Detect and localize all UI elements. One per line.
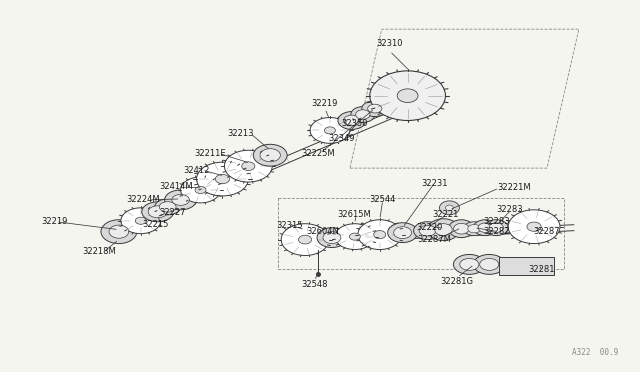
Ellipse shape bbox=[388, 223, 417, 243]
Text: 32281G: 32281G bbox=[440, 277, 473, 286]
Ellipse shape bbox=[435, 224, 452, 236]
Text: 32224M: 32224M bbox=[126, 195, 159, 204]
Ellipse shape bbox=[195, 186, 206, 193]
Ellipse shape bbox=[367, 104, 382, 113]
Ellipse shape bbox=[413, 222, 442, 240]
Ellipse shape bbox=[298, 235, 312, 244]
Ellipse shape bbox=[215, 174, 230, 184]
Ellipse shape bbox=[445, 205, 453, 211]
Ellipse shape bbox=[180, 177, 220, 203]
Text: 32282: 32282 bbox=[483, 227, 509, 236]
Text: 32218M: 32218M bbox=[82, 247, 116, 256]
Text: 32350: 32350 bbox=[342, 119, 368, 128]
Ellipse shape bbox=[351, 107, 375, 122]
Ellipse shape bbox=[225, 150, 272, 182]
Ellipse shape bbox=[474, 254, 505, 274]
Ellipse shape bbox=[349, 233, 360, 240]
Ellipse shape bbox=[159, 202, 176, 212]
Ellipse shape bbox=[335, 224, 375, 250]
Ellipse shape bbox=[344, 115, 360, 126]
Ellipse shape bbox=[474, 220, 497, 235]
Ellipse shape bbox=[460, 259, 479, 270]
Ellipse shape bbox=[463, 222, 485, 235]
Text: 32215: 32215 bbox=[143, 220, 169, 229]
Text: A322  00.9: A322 00.9 bbox=[572, 348, 619, 357]
Text: 32227: 32227 bbox=[159, 208, 186, 217]
Ellipse shape bbox=[508, 210, 560, 244]
Text: 32221M: 32221M bbox=[497, 183, 531, 192]
Text: 32412: 32412 bbox=[183, 166, 210, 174]
Ellipse shape bbox=[155, 199, 180, 215]
Ellipse shape bbox=[101, 220, 137, 244]
Text: 32615M: 32615M bbox=[337, 210, 371, 219]
Text: 32604N: 32604N bbox=[307, 227, 339, 236]
Text: 32219: 32219 bbox=[312, 99, 338, 108]
Ellipse shape bbox=[428, 219, 460, 241]
Bar bbox=[499, 257, 554, 275]
Ellipse shape bbox=[358, 220, 402, 250]
Ellipse shape bbox=[480, 259, 499, 270]
Text: 32213: 32213 bbox=[227, 129, 253, 138]
Ellipse shape bbox=[527, 222, 541, 231]
Text: 32287: 32287 bbox=[534, 227, 561, 236]
Ellipse shape bbox=[109, 225, 129, 238]
Text: 32281: 32281 bbox=[529, 265, 556, 274]
Text: 32283: 32283 bbox=[496, 205, 522, 214]
Ellipse shape bbox=[374, 231, 386, 239]
Ellipse shape bbox=[453, 254, 485, 274]
Ellipse shape bbox=[454, 223, 469, 234]
Ellipse shape bbox=[253, 144, 287, 166]
Ellipse shape bbox=[148, 206, 167, 218]
Ellipse shape bbox=[484, 220, 508, 235]
Text: 32414M: 32414M bbox=[159, 183, 193, 192]
Text: 32544: 32544 bbox=[369, 195, 396, 204]
Ellipse shape bbox=[362, 101, 388, 116]
Ellipse shape bbox=[397, 89, 418, 103]
Text: 32211E: 32211E bbox=[195, 149, 227, 158]
Ellipse shape bbox=[310, 118, 350, 143]
Ellipse shape bbox=[135, 217, 147, 224]
Ellipse shape bbox=[468, 225, 481, 233]
Text: 32220: 32220 bbox=[417, 223, 443, 232]
Ellipse shape bbox=[323, 232, 341, 244]
Text: 32225M: 32225M bbox=[301, 149, 335, 158]
Ellipse shape bbox=[164, 190, 196, 210]
Ellipse shape bbox=[478, 223, 492, 232]
Text: 32219: 32219 bbox=[41, 217, 68, 226]
Ellipse shape bbox=[489, 223, 504, 232]
Ellipse shape bbox=[260, 149, 280, 162]
Text: 32287M: 32287M bbox=[417, 235, 451, 244]
Ellipse shape bbox=[324, 127, 335, 134]
Text: 32315: 32315 bbox=[276, 221, 302, 230]
Ellipse shape bbox=[440, 201, 460, 215]
Ellipse shape bbox=[121, 208, 161, 234]
Ellipse shape bbox=[370, 71, 445, 121]
Ellipse shape bbox=[449, 220, 474, 238]
Ellipse shape bbox=[356, 110, 370, 119]
Ellipse shape bbox=[281, 224, 329, 256]
Text: 32283: 32283 bbox=[483, 217, 509, 226]
Ellipse shape bbox=[317, 228, 347, 247]
Text: 32349: 32349 bbox=[329, 134, 355, 143]
Ellipse shape bbox=[419, 225, 436, 236]
Ellipse shape bbox=[394, 227, 412, 238]
Ellipse shape bbox=[196, 162, 248, 196]
Ellipse shape bbox=[172, 195, 189, 205]
Ellipse shape bbox=[338, 112, 366, 129]
Text: 32221: 32221 bbox=[432, 210, 459, 219]
Text: 32548: 32548 bbox=[302, 280, 328, 289]
Text: 32231: 32231 bbox=[421, 179, 448, 187]
Text: 32310: 32310 bbox=[376, 39, 403, 48]
Ellipse shape bbox=[142, 202, 173, 222]
Ellipse shape bbox=[242, 162, 255, 170]
